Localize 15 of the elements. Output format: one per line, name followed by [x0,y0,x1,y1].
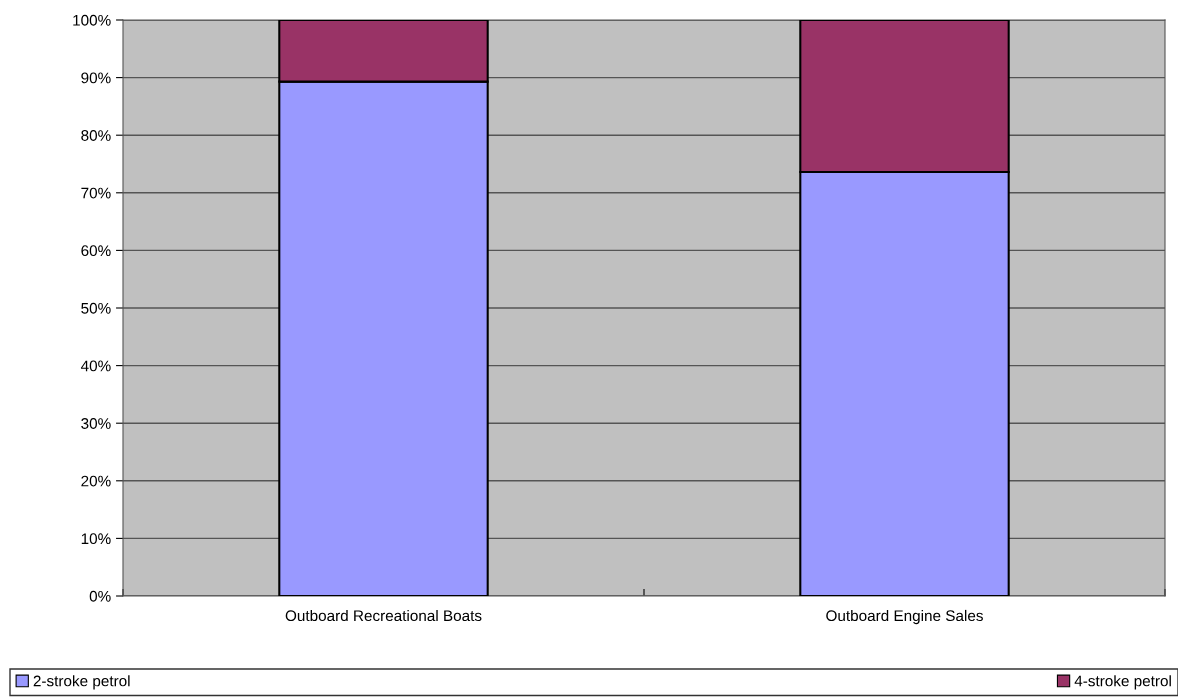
y-tick-label: 20% [81,475,111,487]
y-tick-label: 60% [81,245,111,257]
legend-label: 2-stroke petrol [33,675,130,690]
x-tick-label: Outboard Recreational Boats [285,609,482,622]
y-tick-label: 90% [81,72,111,84]
x-tick-label: Outboard Engine Sales [826,609,983,625]
y-tick-label: 0% [89,590,111,602]
y-tick-label: 70% [81,187,111,199]
y-tick-label: 30% [81,418,111,429]
legend-label: 4-stroke petrol [1074,675,1171,690]
y-tick-label: 50% [81,302,111,314]
y-tick-label: 10% [81,533,111,545]
y-tick-label: 80% [81,130,111,141]
y-tick-label: 100% [73,14,111,26]
y-tick-label: 40% [80,360,111,372]
